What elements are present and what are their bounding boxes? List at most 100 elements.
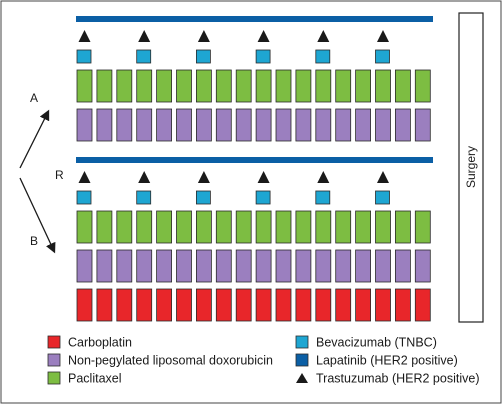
- arm-b-doxorubicin-dose: [236, 250, 251, 282]
- arm-b-carboplatin-dose: [117, 289, 132, 321]
- arm-b-doxorubicin-dose: [336, 250, 351, 282]
- arm-b-doxorubicin-dose: [196, 250, 211, 282]
- arm-a-lapatinib-bar: [76, 16, 433, 22]
- arm-a-bevacizumab-dose: [376, 50, 390, 63]
- arm-b-bevacizumab-dose: [316, 191, 330, 204]
- legend-label-bevacizumab: Bevacizumab (TNBC): [316, 336, 437, 350]
- arm-b-bevacizumab-dose: [376, 191, 390, 204]
- arm-a-doxorubicin-dose: [316, 109, 331, 141]
- arm-b-carboplatin-dose: [216, 289, 231, 321]
- arm-a-doxorubicin-dose: [236, 109, 251, 141]
- arm-b-carboplatin-dose: [395, 289, 410, 321]
- arm-b-paclitaxel-dose: [296, 211, 311, 243]
- arm-b-carboplatin-dose: [316, 289, 331, 321]
- arm-b-doxorubicin-dose: [296, 250, 311, 282]
- legend-swatch-paclitaxel: [48, 372, 60, 384]
- arm-a-doxorubicin-dose: [77, 109, 92, 141]
- arm-b-doxorubicin-dose: [137, 250, 152, 282]
- arm-a-paclitaxel-dose: [97, 70, 112, 102]
- arm-b-doxorubicin-dose: [415, 250, 430, 282]
- arm-a-paclitaxel-dose: [415, 70, 430, 102]
- arm-a-paclitaxel-dose: [77, 70, 92, 102]
- arm-b-doxorubicin-dose: [216, 250, 231, 282]
- arm-b-paclitaxel-dose: [117, 211, 132, 243]
- arm-a-doxorubicin-dose: [196, 109, 211, 141]
- arm-a-doxorubicin-dose: [356, 109, 371, 141]
- arm-a-doxorubicin-dose: [415, 109, 430, 141]
- arm-b-paclitaxel-dose: [216, 211, 231, 243]
- arm-a-bevacizumab-dose: [137, 50, 151, 63]
- arm-b-doxorubicin-dose: [276, 250, 291, 282]
- arm-a-doxorubicin-dose: [117, 109, 132, 141]
- arm-b-doxorubicin-dose: [395, 250, 410, 282]
- arm-b-bevacizumab-dose: [196, 191, 210, 204]
- arm-b-carboplatin-dose: [77, 289, 92, 321]
- arm-b-doxorubicin-dose: [376, 250, 391, 282]
- arm-b-paclitaxel-dose: [276, 211, 291, 243]
- arm-a-paclitaxel-dose: [137, 70, 152, 102]
- arm-b-carboplatin-dose: [256, 289, 271, 321]
- arm-a-paclitaxel-dose: [336, 70, 351, 102]
- arm-a-paclitaxel-dose: [356, 70, 371, 102]
- arm-a-doxorubicin-dose: [137, 109, 152, 141]
- legend-label-carboplatin: Carboplatin: [68, 336, 132, 350]
- arm-b-bevacizumab-dose: [256, 191, 270, 204]
- arm-b-paclitaxel-dose: [356, 211, 371, 243]
- arm-b-paclitaxel-dose: [395, 211, 410, 243]
- legend-label-lapatinib: Lapatinib (HER2 positive): [316, 354, 458, 368]
- arm-a-paclitaxel-dose: [157, 70, 172, 102]
- arm-b-doxorubicin-dose: [256, 250, 271, 282]
- arm-b-label: B: [30, 234, 38, 248]
- arm-b-carboplatin-dose: [276, 289, 291, 321]
- arm-a-doxorubicin-dose: [296, 109, 311, 141]
- arm-b-lapatinib-bar: [76, 157, 433, 163]
- arm-b-doxorubicin-dose: [177, 250, 192, 282]
- arm-b-carboplatin-dose: [177, 289, 192, 321]
- arm-a-paclitaxel-dose: [177, 70, 192, 102]
- arm-a-paclitaxel-dose: [316, 70, 331, 102]
- arm-a-bevacizumab-dose: [316, 50, 330, 63]
- arm-a-paclitaxel-dose: [117, 70, 132, 102]
- randomization-label: R: [55, 168, 64, 182]
- legend-swatch-carboplatin: [48, 336, 60, 348]
- legend-label-doxorubicin: Non-pegylated liposomal doxorubicin: [68, 354, 273, 368]
- arm-b-paclitaxel-dose: [137, 211, 152, 243]
- arm-b-paclitaxel-dose: [376, 211, 391, 243]
- arm-a-doxorubicin-dose: [216, 109, 231, 141]
- arm-b-bevacizumab-dose: [137, 191, 151, 204]
- arm-a-label: A: [30, 91, 38, 105]
- arm-a-doxorubicin-dose: [256, 109, 271, 141]
- arm-b-doxorubicin-dose: [117, 250, 132, 282]
- arm-a-paclitaxel-dose: [196, 70, 211, 102]
- arm-b-carboplatin-dose: [415, 289, 430, 321]
- arm-b-paclitaxel-dose: [236, 211, 251, 243]
- arm-a-paclitaxel-dose: [216, 70, 231, 102]
- arm-a-bevacizumab-dose: [256, 50, 270, 63]
- surgery-label: Surgery: [464, 146, 478, 188]
- legend-label-paclitaxel: Paclitaxel: [68, 372, 122, 386]
- arm-a-paclitaxel-dose: [256, 70, 271, 102]
- arm-a-paclitaxel-dose: [276, 70, 291, 102]
- arm-b-carboplatin-dose: [97, 289, 112, 321]
- arm-b-doxorubicin-dose: [97, 250, 112, 282]
- arm-b-doxorubicin-dose: [356, 250, 371, 282]
- arm-a-bevacizumab-dose: [77, 50, 91, 63]
- legend-swatch-lapatinib: [296, 354, 308, 366]
- arm-b-carboplatin-dose: [137, 289, 152, 321]
- arm-b-paclitaxel-dose: [196, 211, 211, 243]
- arm-a-doxorubicin-dose: [276, 109, 291, 141]
- arm-b-paclitaxel-dose: [415, 211, 430, 243]
- arm-b-paclitaxel-dose: [97, 211, 112, 243]
- arm-a-doxorubicin-dose: [177, 109, 192, 141]
- arm-b-paclitaxel-dose: [316, 211, 331, 243]
- arm-b-paclitaxel-dose: [256, 211, 271, 243]
- arm-a-doxorubicin-dose: [157, 109, 172, 141]
- arm-b-paclitaxel-dose: [157, 211, 172, 243]
- arm-b-carboplatin-dose: [356, 289, 371, 321]
- arm-b-carboplatin-dose: [196, 289, 211, 321]
- arm-b-paclitaxel-dose: [336, 211, 351, 243]
- arm-b-doxorubicin-dose: [316, 250, 331, 282]
- legend-swatch-bevacizumab: [296, 336, 308, 348]
- arm-a-doxorubicin-dose: [336, 109, 351, 141]
